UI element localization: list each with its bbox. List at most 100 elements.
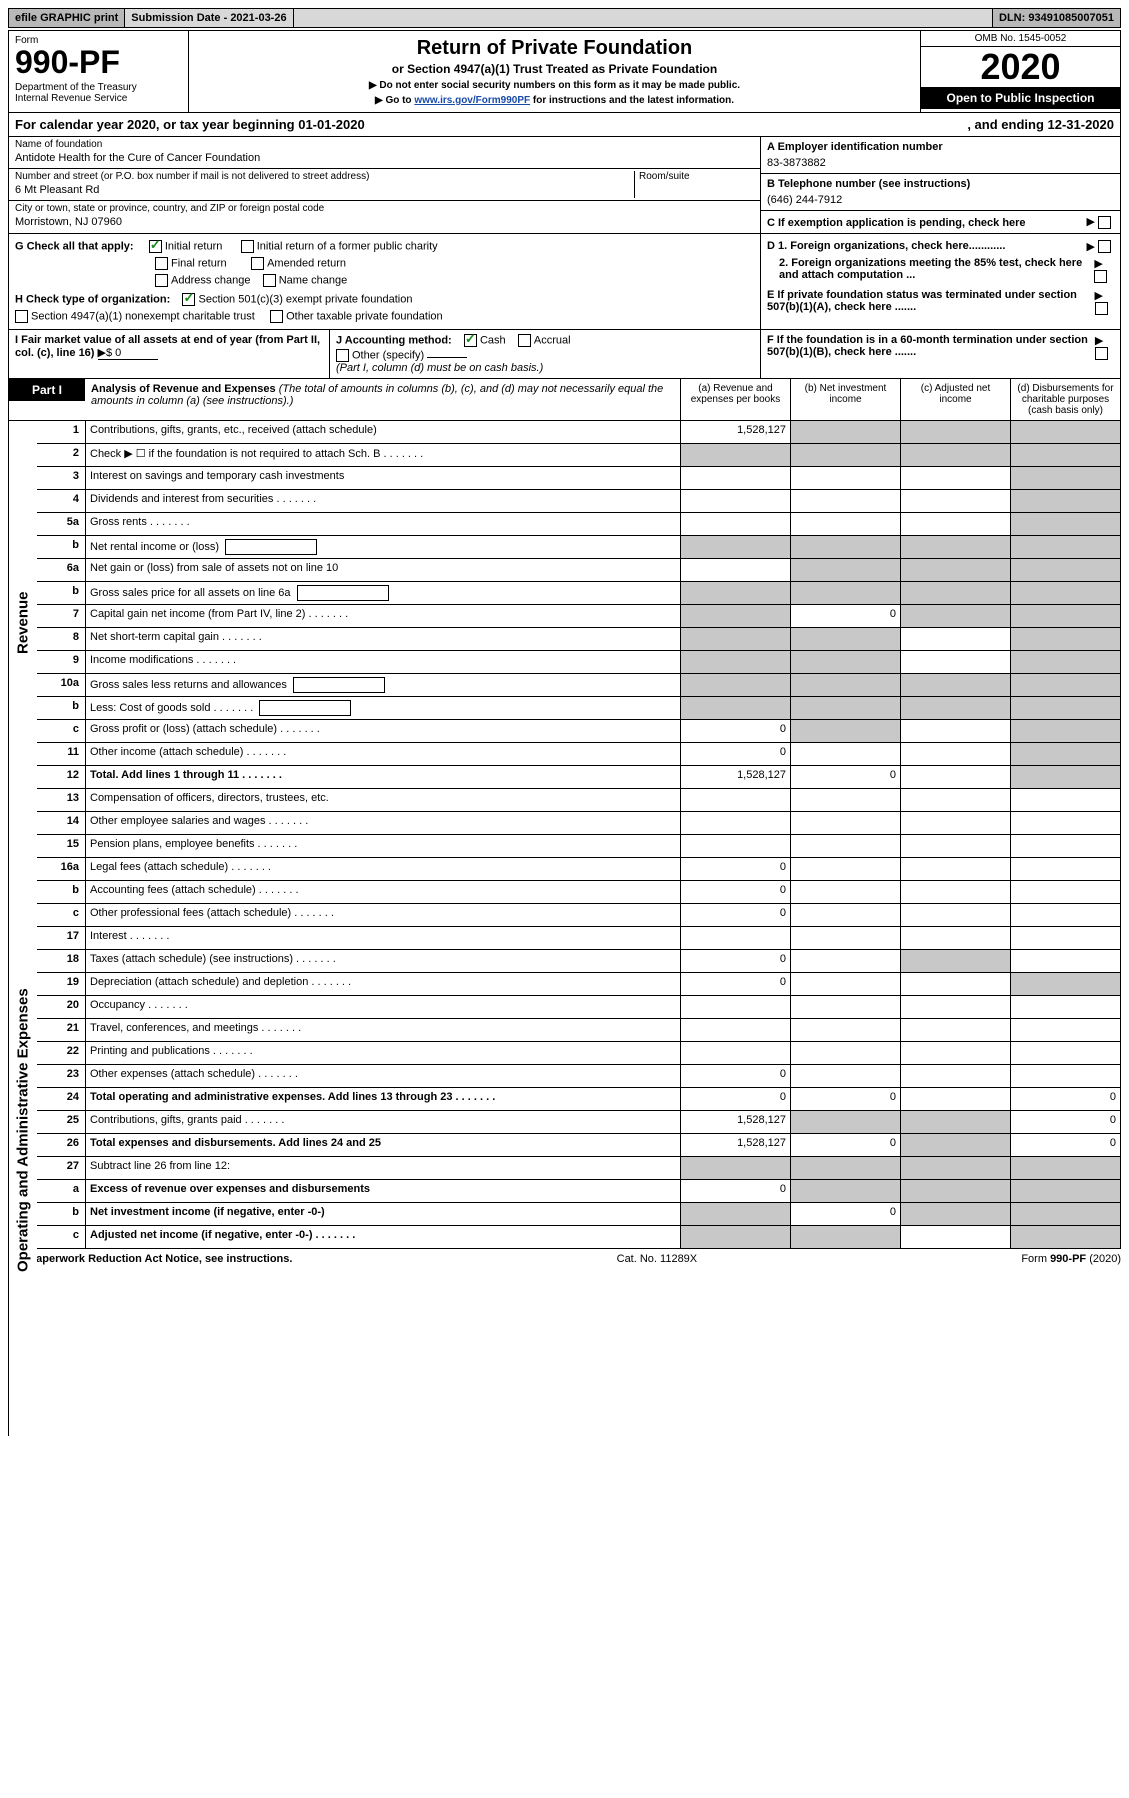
amount-cell [790, 996, 900, 1018]
d1-checkbox[interactable] [1098, 240, 1111, 253]
ein-label: A Employer identification number [767, 141, 943, 153]
line-description: Pension plans, employee benefits . . . .… [85, 835, 680, 857]
table-row: 18Taxes (attach schedule) (see instructi… [8, 950, 1121, 973]
amount-cell [680, 1203, 790, 1225]
amended-return-checkbox[interactable] [251, 257, 264, 270]
amount-cell [900, 1157, 1010, 1179]
cash-checkbox[interactable] [464, 334, 477, 347]
amount-cell [1010, 1203, 1120, 1225]
final-return-label: Final return [171, 257, 227, 269]
line-description: Occupancy . . . . . . . [85, 996, 680, 1018]
col-b-header: (b) Net investment income [790, 379, 900, 420]
4947-checkbox[interactable] [15, 310, 28, 323]
initial-former-checkbox[interactable] [241, 240, 254, 253]
amount-cell: 0 [790, 1203, 900, 1225]
inline-amount-box[interactable] [293, 677, 385, 693]
line-number: 20 [37, 996, 85, 1018]
submission-date: Submission Date - 2021-03-26 [125, 9, 293, 27]
amount-cell: 0 [680, 973, 790, 995]
line-number: 8 [37, 628, 85, 650]
line-number: 26 [37, 1134, 85, 1156]
amount-cell: 0 [680, 1088, 790, 1110]
line-description: Subtract line 26 from line 12: [85, 1157, 680, 1179]
amended-return-label: Amended return [267, 257, 346, 269]
amount-cell [790, 490, 900, 512]
h-label: H Check type of organization: [15, 293, 170, 305]
table-row: 6aNet gain or (loss) from sale of assets… [8, 559, 1121, 582]
final-return-checkbox[interactable] [155, 257, 168, 270]
amount-cell [1010, 858, 1120, 880]
inline-amount-box[interactable] [225, 539, 317, 555]
amount-cell: 0 [680, 950, 790, 972]
amount-cell [790, 720, 900, 742]
amount-cell [900, 674, 1010, 696]
amount-cell: 0 [1010, 1111, 1120, 1133]
amount-cell [790, 582, 900, 604]
footer-right: Form 990-PF (2020) [1021, 1253, 1121, 1265]
amount-cell [900, 835, 1010, 857]
amount-cell [790, 1019, 900, 1041]
line-number: 18 [37, 950, 85, 972]
rows-container: 1Contributions, gifts, grants, etc., rec… [8, 421, 1121, 1249]
inline-amount-box[interactable] [297, 585, 389, 601]
amount-cell [790, 881, 900, 903]
amount-cell [900, 1065, 1010, 1087]
501c3-checkbox[interactable] [182, 293, 195, 306]
other-taxable-checkbox[interactable] [270, 310, 283, 323]
name-change-checkbox[interactable] [263, 274, 276, 287]
amount-cell [1010, 1019, 1120, 1041]
tax-year: 2020 [921, 47, 1120, 87]
table-row: 13Compensation of officers, directors, t… [8, 789, 1121, 812]
expenses-side-label: Operating and Administrative Expenses [8, 825, 37, 1436]
line-number: 10a [37, 674, 85, 696]
line-number: 22 [37, 1042, 85, 1064]
address-change-checkbox[interactable] [155, 274, 168, 287]
amount-cell [900, 1180, 1010, 1202]
amount-cell [900, 904, 1010, 926]
accrual-checkbox[interactable] [518, 334, 531, 347]
f-checkbox[interactable] [1095, 347, 1108, 360]
amount-cell [900, 536, 1010, 558]
table-row: 8Net short-term capital gain . . . . . .… [8, 628, 1121, 651]
amount-cell [900, 605, 1010, 627]
table-row: 15Pension plans, employee benefits . . .… [8, 835, 1121, 858]
amount-cell [1010, 950, 1120, 972]
amount-cell [1010, 1180, 1120, 1202]
line-number: 7 [37, 605, 85, 627]
cash-label: Cash [480, 334, 506, 346]
initial-return-checkbox[interactable] [149, 240, 162, 253]
amount-cell [900, 996, 1010, 1018]
line-number: c [37, 904, 85, 926]
d1-label: D 1. Foreign organizations, check here..… [767, 240, 1005, 252]
line-number: c [37, 1226, 85, 1248]
table-row: bGross sales price for all assets on lin… [8, 582, 1121, 605]
amount-cell: 1,528,127 [680, 421, 790, 443]
table-row: 11Other income (attach schedule) . . . .… [8, 743, 1121, 766]
line-number: 11 [37, 743, 85, 765]
line-number: b [37, 582, 85, 604]
table-row: 26Total expenses and disbursements. Add … [8, 1134, 1121, 1157]
d2-checkbox[interactable] [1094, 270, 1107, 283]
e-checkbox[interactable] [1095, 302, 1108, 315]
table-row: 14Other employee salaries and wages . . … [8, 812, 1121, 835]
line-number: 24 [37, 1088, 85, 1110]
amount-cell [1010, 628, 1120, 650]
accrual-label: Accrual [534, 334, 571, 346]
initial-former-label: Initial return of a former public charit… [257, 240, 438, 252]
amount-cell [790, 1180, 900, 1202]
part1-header-row: Part I Analysis of Revenue and Expenses … [8, 379, 1121, 421]
form-note-2: ▶ Go to www.irs.gov/Form990PF for instru… [195, 95, 914, 106]
line-description: Taxes (attach schedule) (see instruction… [85, 950, 680, 972]
irs-link[interactable]: www.irs.gov/Form990PF [414, 95, 530, 106]
amount-cell: 0 [790, 766, 900, 788]
part1-heading: Analysis of Revenue and Expenses [91, 383, 276, 395]
line-number: b [37, 536, 85, 558]
other-method-checkbox[interactable] [336, 349, 349, 362]
inline-amount-box[interactable] [259, 700, 351, 716]
amount-cell [1010, 996, 1120, 1018]
amount-cell [900, 1088, 1010, 1110]
amount-cell: 1,528,127 [680, 766, 790, 788]
exemption-checkbox[interactable] [1098, 216, 1111, 229]
amount-cell [790, 904, 900, 926]
line-description: Less: Cost of goods sold . . . . . . . [85, 697, 680, 719]
